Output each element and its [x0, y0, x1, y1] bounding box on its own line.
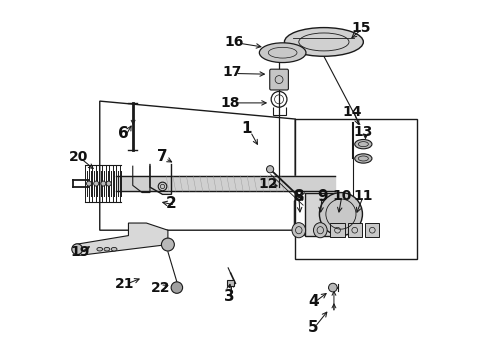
Text: 10: 10	[332, 189, 351, 203]
Text: 2: 2	[166, 196, 177, 211]
Text: 20: 20	[69, 150, 88, 164]
Circle shape	[319, 193, 363, 235]
Circle shape	[329, 283, 337, 292]
Text: 3: 3	[223, 289, 234, 304]
FancyBboxPatch shape	[305, 193, 343, 235]
Text: 6: 6	[118, 126, 128, 141]
Text: 19: 19	[71, 245, 90, 259]
Text: 7: 7	[157, 149, 168, 164]
Text: 4: 4	[308, 294, 319, 310]
Polygon shape	[74, 223, 168, 255]
FancyBboxPatch shape	[330, 223, 344, 237]
Circle shape	[171, 282, 183, 293]
Ellipse shape	[314, 223, 327, 238]
Text: 14: 14	[343, 105, 362, 119]
Ellipse shape	[285, 28, 364, 56]
FancyBboxPatch shape	[365, 223, 379, 237]
Circle shape	[161, 238, 174, 251]
Text: 18: 18	[221, 96, 241, 110]
Text: 5: 5	[308, 320, 319, 334]
Circle shape	[87, 181, 92, 186]
Circle shape	[158, 182, 167, 191]
Text: 15: 15	[352, 21, 371, 35]
Ellipse shape	[292, 223, 306, 238]
Text: 17: 17	[223, 66, 242, 80]
Ellipse shape	[355, 139, 372, 149]
Text: 13: 13	[354, 125, 373, 139]
Text: 1: 1	[242, 121, 252, 135]
Circle shape	[94, 181, 98, 186]
Text: 16: 16	[224, 35, 244, 49]
FancyBboxPatch shape	[227, 280, 234, 286]
Text: 11: 11	[354, 189, 373, 203]
FancyBboxPatch shape	[347, 223, 362, 237]
Ellipse shape	[355, 154, 372, 163]
Text: 9: 9	[317, 189, 327, 204]
Text: 22: 22	[151, 280, 171, 294]
Ellipse shape	[259, 43, 306, 63]
Text: 21: 21	[115, 277, 135, 291]
Ellipse shape	[104, 247, 110, 251]
Text: 8: 8	[294, 189, 304, 204]
Ellipse shape	[97, 247, 102, 251]
Circle shape	[267, 166, 274, 173]
Ellipse shape	[111, 247, 117, 251]
Circle shape	[101, 181, 106, 186]
Text: 12: 12	[259, 177, 278, 190]
FancyBboxPatch shape	[270, 69, 289, 90]
Circle shape	[106, 181, 111, 186]
Circle shape	[72, 244, 82, 255]
